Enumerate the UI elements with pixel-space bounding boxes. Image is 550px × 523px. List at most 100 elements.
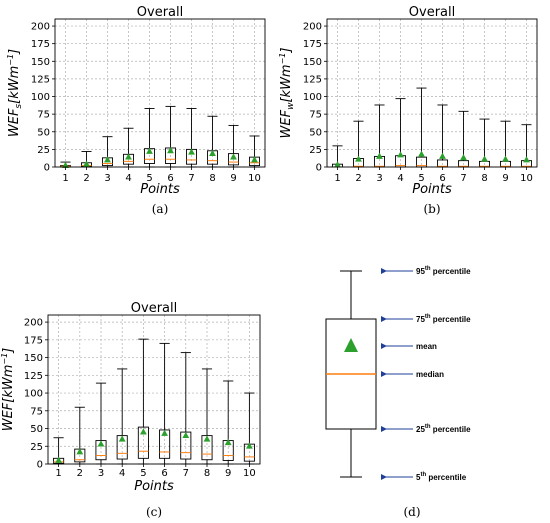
y-axis-label: WEF[kWm−1] [0, 348, 16, 432]
mean-marker [481, 155, 488, 162]
panel-label: (c) [146, 505, 162, 519]
x-tick-label: 7 [188, 173, 194, 184]
box-point-2 [353, 120, 364, 168]
mean-marker [188, 148, 195, 155]
box-point-1 [332, 145, 343, 168]
box-point-6 [165, 105, 176, 168]
legend-label-q1: 25th percentile [416, 424, 471, 434]
y-tick-label: 75 [37, 110, 50, 121]
plot-frame [326, 18, 538, 168]
y-tick-label: 175 [303, 39, 322, 50]
y-tick-label: 125 [24, 371, 43, 382]
y-axis-label: WEFw[kWm−1] [278, 48, 296, 139]
x-tick-label: 9 [225, 468, 231, 479]
x-tick-label: 6 [167, 173, 173, 184]
box-point-9 [222, 380, 234, 465]
mean-marker [161, 429, 168, 436]
box-legend-panel: 95th percentile 75th percentile mean median… [325, 266, 471, 519]
y-tick-label: 150 [303, 57, 322, 68]
y-tick-label: 50 [37, 127, 50, 138]
legend-mean-marker [344, 338, 358, 352]
box-point-8 [479, 118, 490, 168]
y-tick-label: 0 [44, 163, 50, 174]
box-point-7 [458, 110, 469, 168]
box-point-8 [201, 368, 213, 465]
y-tick-label: 75 [30, 406, 43, 417]
x-tick-label: 6 [439, 173, 445, 184]
mean-marker [376, 152, 383, 159]
y-tick-label: 0 [316, 163, 322, 174]
x-axis-label: Points [412, 182, 452, 197]
y-tick-label: 25 [30, 442, 43, 453]
y-tick-label: 75 [309, 110, 322, 121]
plot-frame [47, 314, 261, 465]
y-tick-label: 100 [303, 92, 322, 103]
mean-marker [460, 154, 467, 161]
x-tick-label: 4 [119, 468, 125, 479]
mean-marker [418, 150, 425, 157]
y-tick-label: 200 [303, 22, 322, 33]
x-tick-label: 8 [209, 173, 215, 184]
x-tick-label: 4 [397, 173, 403, 184]
mean-marker [76, 448, 84, 455]
x-tick-label: 10 [520, 173, 533, 184]
box-point-4 [116, 368, 128, 465]
x-tick-label: 2 [77, 468, 83, 479]
box-point-9 [500, 120, 511, 168]
mean-marker [502, 155, 509, 162]
box-point-5 [416, 87, 427, 168]
box-point-10 [521, 124, 532, 168]
x-tick-label: 9 [502, 173, 508, 184]
y-tick-label: 25 [37, 145, 50, 156]
y-tick-label: 200 [31, 22, 50, 33]
y-tick-label: 0 [37, 460, 43, 471]
box-point-5 [137, 338, 149, 465]
box-point-5 [144, 108, 155, 168]
mean-marker [55, 456, 62, 463]
x-tick-label: 5 [418, 173, 424, 184]
mean-marker [251, 156, 258, 163]
legend-label-p5: 5th percentile [416, 472, 467, 482]
box-chart-1: 0 25 50 75 100 125 150 175 200 1 2 3 4 5 6 7 8 9 10 Overall… [6, 5, 266, 216]
panel-label: (a) [152, 202, 169, 216]
box-point-2 [81, 151, 92, 168]
iqr-box [137, 426, 149, 459]
legend-label-p95: 95th percentile [416, 266, 471, 276]
x-tick-label: 5 [140, 468, 146, 479]
mean-marker [146, 147, 153, 154]
panel-label: (d) [403, 505, 420, 519]
x-tick-label: 7 [460, 173, 466, 184]
x-tick-label: 3 [98, 468, 104, 479]
mean-marker [397, 151, 404, 158]
y-tick-label: 175 [31, 39, 50, 50]
y-tick-label: 100 [24, 389, 43, 400]
box-point-10 [243, 392, 255, 465]
mean-marker [224, 438, 232, 446]
x-tick-label: 3 [376, 173, 382, 184]
y-tick-label: 150 [24, 353, 43, 364]
x-tick-label: 6 [161, 468, 167, 479]
mean-marker [182, 431, 190, 439]
chart-title: Overall [131, 301, 177, 316]
panel-label: (b) [423, 202, 440, 216]
mean-marker [118, 435, 126, 442]
chart-title: Overall [409, 5, 455, 20]
x-tick-label: 1 [62, 173, 68, 184]
x-tick-label: 2 [355, 173, 361, 184]
y-tick-label: 50 [309, 127, 322, 138]
mean-marker [246, 442, 253, 449]
mean-marker [334, 161, 341, 168]
x-axis-label: Points [134, 479, 174, 494]
plot-frame [54, 18, 266, 168]
legend-label-mean: mean [416, 342, 437, 351]
box-point-1 [53, 437, 65, 465]
mean-marker [439, 152, 446, 159]
y-tick-label: 150 [31, 57, 50, 68]
box-point-7 [186, 108, 197, 168]
y-tick-label: 125 [303, 74, 322, 85]
x-tick-label: 2 [83, 173, 89, 184]
mean-marker [62, 161, 69, 168]
y-axis-label: WEFs[kWm−1] [6, 49, 24, 137]
y-tick-label: 175 [24, 335, 43, 346]
y-tick-label: 50 [30, 424, 43, 435]
